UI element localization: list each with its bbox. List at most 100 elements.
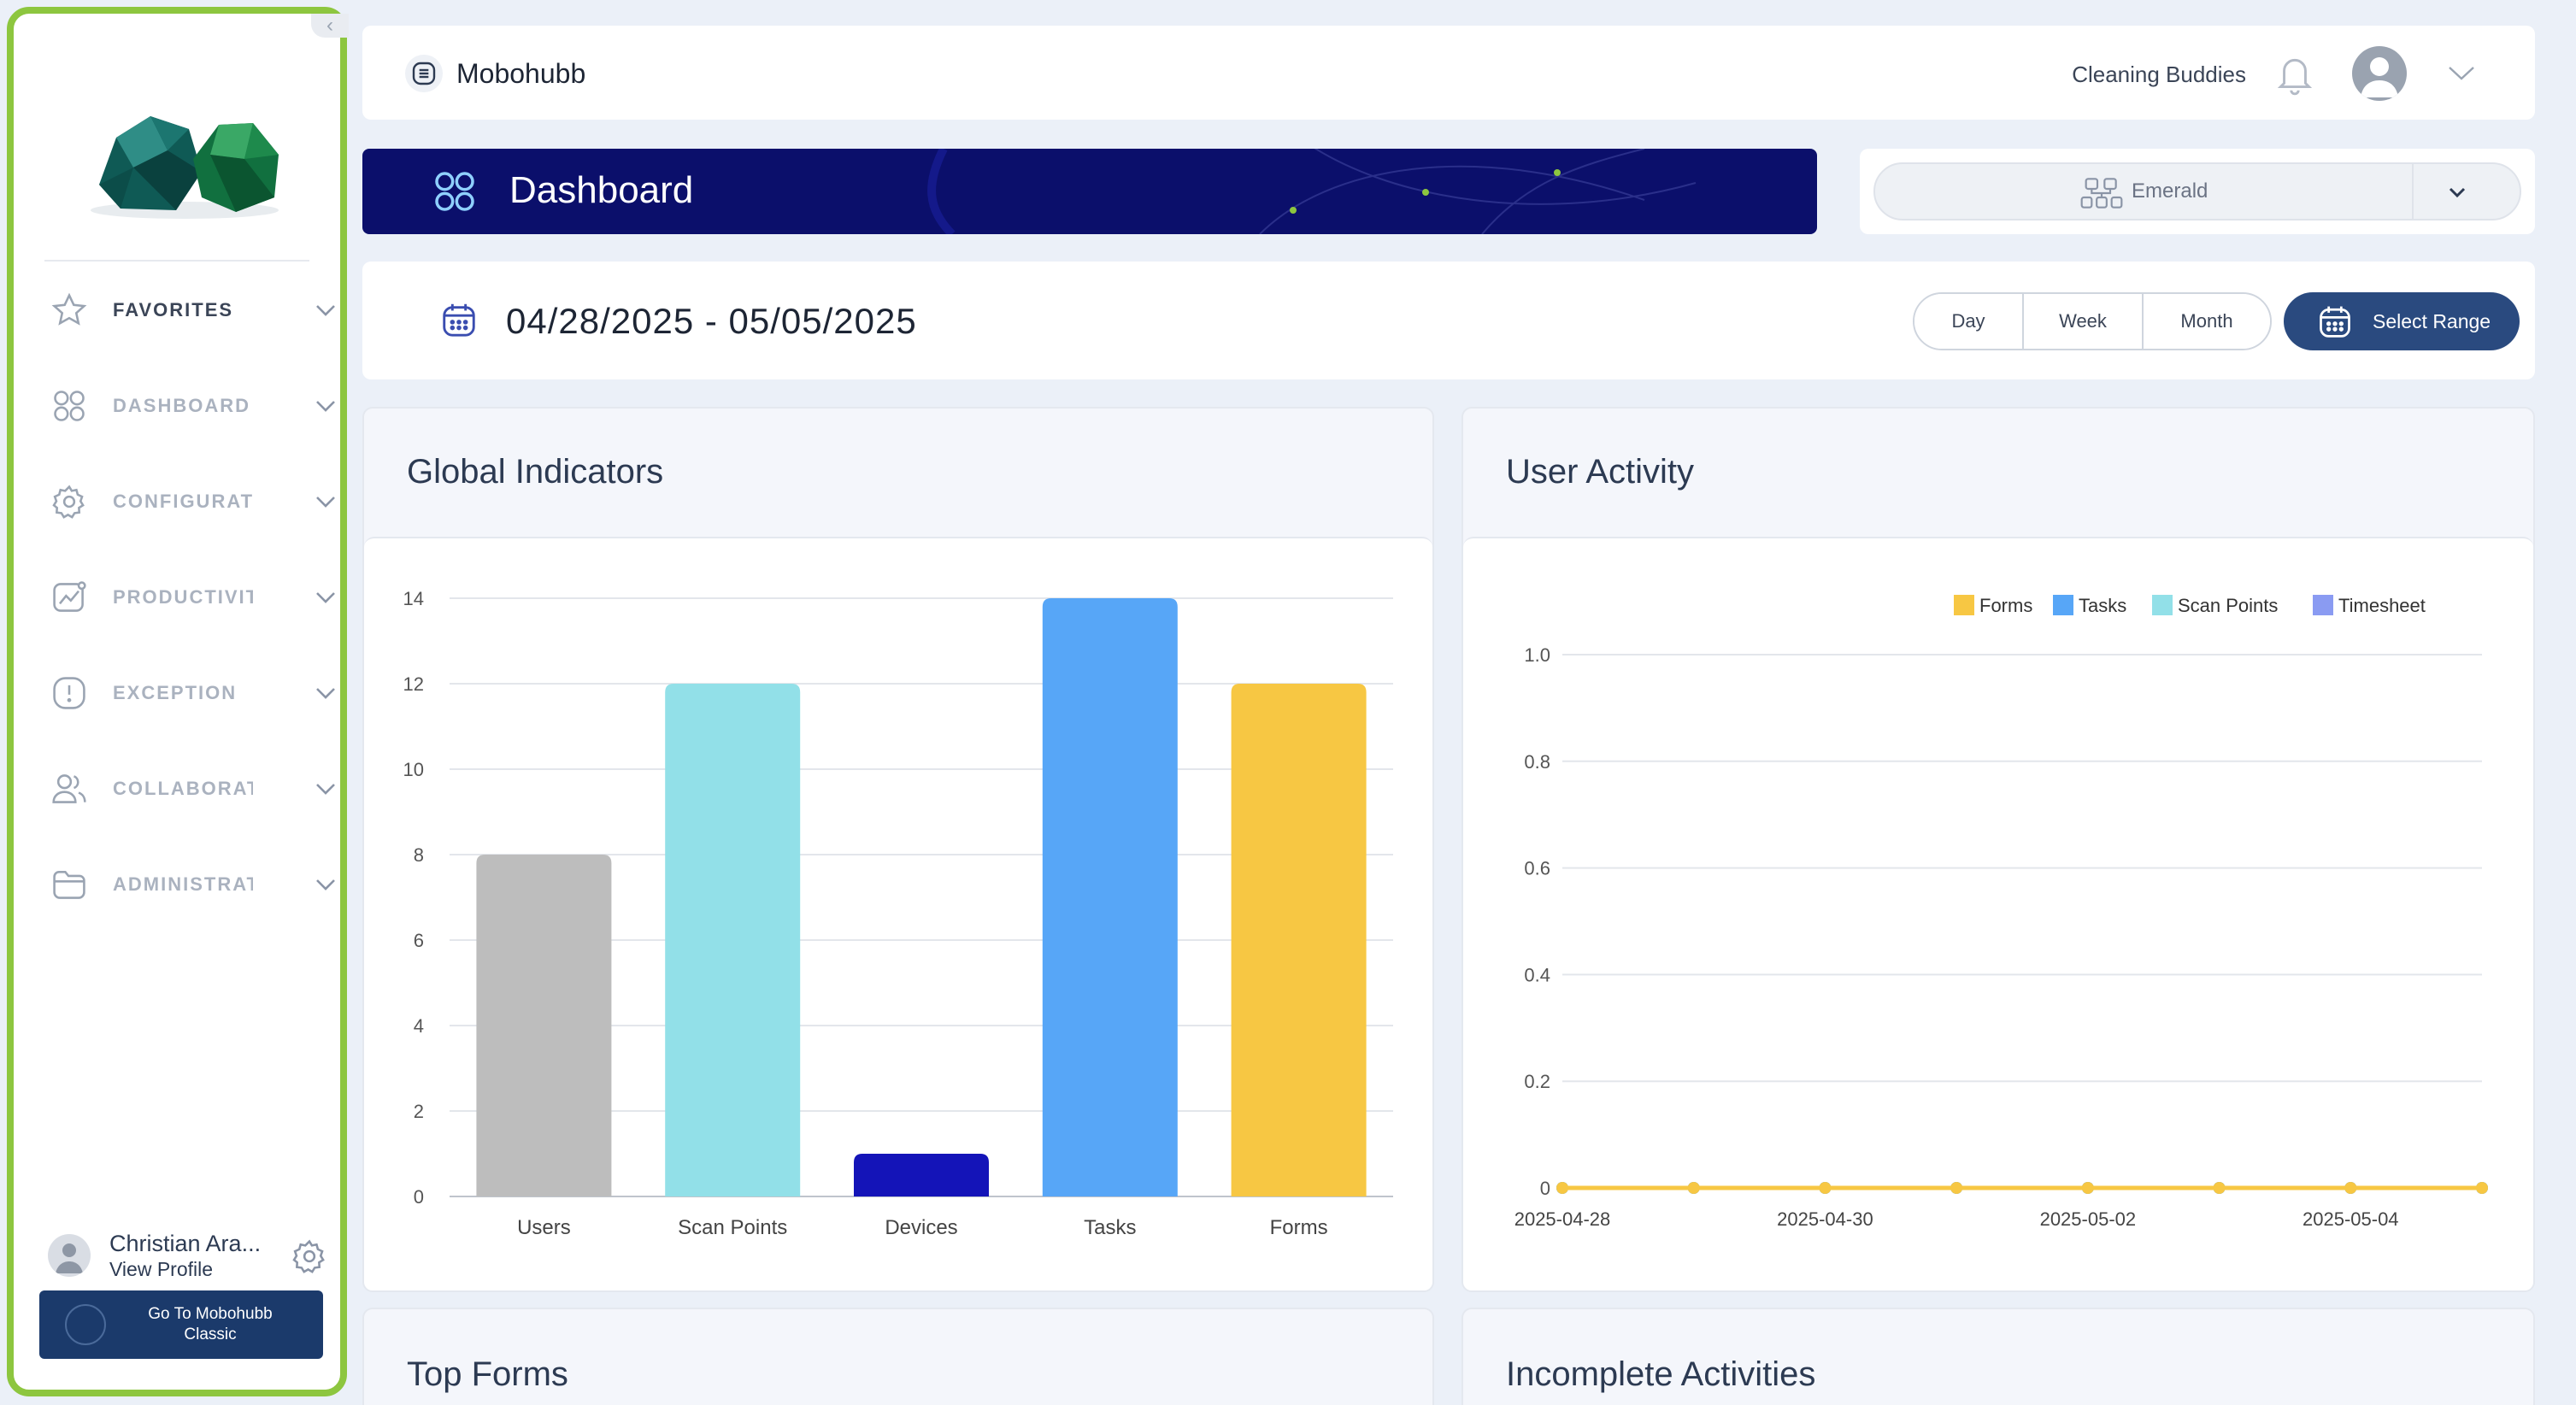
bar <box>665 684 801 1196</box>
data-point <box>2476 1182 2488 1194</box>
user-profile[interactable]: Christian Ara... View Profile <box>48 1226 338 1282</box>
organization-select[interactable]: Emerald <box>1873 162 2521 220</box>
chevron-down-icon <box>316 497 335 508</box>
legend-swatch <box>2313 595 2333 615</box>
legend-swatch <box>2053 595 2073 615</box>
x-tick-label: 2025-04-30 <box>1777 1208 1873 1230</box>
period-toggle: Day Week Month <box>1913 292 2272 350</box>
organization-value: Emerald <box>2132 179 2208 203</box>
sidebar-item-label: FAVORITES <box>113 299 234 320</box>
chevron-down-icon <box>316 784 335 795</box>
gear-icon <box>48 480 91 523</box>
global-indicators-chart: 0 2 4 6 8 10 12 14 Users Scan Points Devices Tasks F… <box>403 588 1393 1239</box>
data-point <box>1819 1182 1832 1194</box>
calendar-icon <box>443 303 475 337</box>
legend-label: Scan Points <box>2178 595 2278 616</box>
sidebar-item-administration[interactable]: ADMINISTRATION <box>48 855 338 914</box>
y-tick-label: 2 <box>414 1101 424 1122</box>
page-title: Dashboard <box>509 169 694 211</box>
chevron-down-icon <box>316 592 335 603</box>
sidebar-item-exception[interactable]: EXCEPTION <box>48 663 338 723</box>
collapse-sidebar-button[interactable]: ‹ <box>311 14 349 38</box>
bar <box>476 855 612 1196</box>
day-button[interactable]: Day <box>1914 294 2024 349</box>
y-tick-label: 6 <box>414 930 424 951</box>
card-body: 0 2 4 6 8 10 12 14 Users Scan Points Devices Tasks F… <box>364 537 1432 1290</box>
organization-selector-card: Emerald <box>1860 149 2535 234</box>
x-tick-label: 2025-04-28 <box>1514 1208 1611 1230</box>
folder-icon <box>48 863 91 906</box>
select-range-button[interactable]: Select Range <box>2284 292 2520 350</box>
incomplete-activities-card: Incomplete Activities <box>1461 1308 2535 1405</box>
legend-swatch <box>1954 595 1974 615</box>
menu-list-icon[interactable] <box>405 55 443 92</box>
user-avatar[interactable] <box>2352 46 2407 101</box>
date-range-text: 04/28/2025 - 05/05/2025 <box>506 301 917 341</box>
sidebar-item-label: CONFIGURATION <box>113 491 253 512</box>
banner-decoration <box>927 149 1697 234</box>
data-point <box>2344 1182 2357 1194</box>
emerald-logo <box>91 116 279 219</box>
global-indicators-card: Global Indicators 0 2 4 6 8 10 12 14 Users Scan P… <box>362 407 1434 1292</box>
top-forms-card: Top Forms <box>362 1308 1434 1405</box>
data-point <box>2081 1182 2094 1194</box>
user-activity-card: User Activity 0 0.2 0.4 0.6 0.8 1.0 2025-04-28… <box>1461 407 2535 1292</box>
data-point <box>2213 1182 2226 1194</box>
sidebar-item-favorites[interactable]: FAVORITES <box>48 280 338 340</box>
card-title: Top Forms <box>407 1355 568 1393</box>
chevron-down-icon <box>316 879 335 891</box>
go-to-classic-button[interactable]: Go To Mobohubb Classic <box>39 1290 323 1359</box>
go-to-classic-label: Go To Mobohubb Classic <box>148 1305 273 1343</box>
chevron-down-icon <box>316 401 335 412</box>
x-tick-label: 2025-05-04 <box>2303 1208 2399 1230</box>
y-tick-label: 10 <box>403 759 424 780</box>
y-tick-label: 14 <box>403 588 424 609</box>
top-bar: Mobohubb Cleaning Buddies <box>362 26 2535 120</box>
dashboard-banner: Dashboard <box>362 149 1817 234</box>
x-tick-label: Tasks <box>1084 1216 1136 1239</box>
legend-label: Forms <box>1979 595 2032 616</box>
legend-label: Timesheet <box>2338 595 2426 616</box>
bar <box>854 1154 989 1196</box>
bar <box>1042 598 1178 1196</box>
users-icon <box>48 767 91 810</box>
y-tick-label: 0.2 <box>1524 1071 1550 1092</box>
select-range-label: Select Range <box>2373 309 2491 332</box>
week-button[interactable]: Week <box>2024 294 2144 349</box>
chevron-down-icon <box>316 305 335 316</box>
sidebar: ‹ FAVORITES DASHBOARD <box>7 7 349 1396</box>
star-icon <box>48 289 91 332</box>
sidebar-item-label: DASHBOARD <box>113 395 250 416</box>
alert-icon <box>48 672 91 714</box>
y-tick-label: 0.8 <box>1524 751 1550 773</box>
x-tick-label: Devices <box>885 1216 957 1239</box>
sidebar-item-collaboration[interactable]: COLLABORATION <box>48 759 338 819</box>
sidebar-item-label: COLLABORATION <box>113 778 253 799</box>
sidebar-item-productivity[interactable]: PRODUCTIVITY <box>48 567 338 627</box>
sidebar-item-label: PRODUCTIVITY <box>113 586 253 608</box>
sidebar-item-dashboard[interactable]: DASHBOARD <box>48 376 338 436</box>
month-button[interactable]: Month <box>2144 294 2270 349</box>
data-point <box>1950 1182 1963 1194</box>
sidebar-item-configuration[interactable]: CONFIGURATION <box>48 472 338 532</box>
card-title: Incomplete Activities <box>1506 1355 1816 1393</box>
bell-icon[interactable] <box>2273 51 2316 97</box>
view-profile-link[interactable]: View Profile <box>109 1258 214 1280</box>
brand-name: Mobohubb <box>456 58 586 89</box>
chevron-down-icon[interactable] <box>2444 179 2470 205</box>
y-tick-label: 12 <box>403 673 424 695</box>
sidebar-item-label: ADMINISTRATION <box>113 873 253 895</box>
grid-icon <box>435 172 474 211</box>
chevron-down-icon <box>316 688 335 699</box>
select-divider <box>2412 164 2414 219</box>
grid-icon <box>48 385 91 427</box>
date-range-card: 04/28/2025 - 05/05/2025 Day Week Month S… <box>362 262 2535 379</box>
legend-label: Tasks <box>2079 595 2126 616</box>
bar <box>1231 684 1367 1196</box>
classic-logo-icon <box>65 1304 106 1345</box>
card-body: 0 0.2 0.4 0.6 0.8 1.0 2025-04-28 2025-04-30 2025… <box>1463 537 2533 1290</box>
legend-swatch <box>2152 595 2173 615</box>
calendar-icon <box>2320 306 2350 338</box>
chevron-down-icon[interactable] <box>2444 58 2479 87</box>
settings-gear-icon[interactable] <box>291 1237 328 1275</box>
